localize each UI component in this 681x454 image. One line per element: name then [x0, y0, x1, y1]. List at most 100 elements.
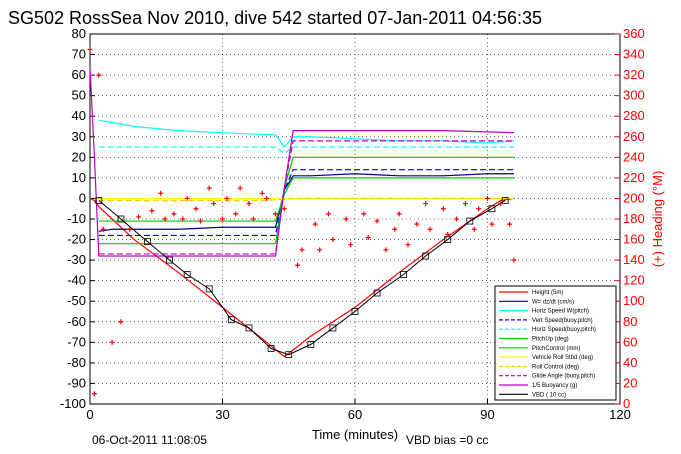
- y-tick-label: -70: [67, 334, 86, 349]
- y-tick-label: -40: [67, 273, 86, 288]
- vbd-marker: [307, 340, 315, 348]
- series-layer: [87, 46, 517, 397]
- x-tick-label: 0: [86, 407, 93, 422]
- y2-tick-label: 60: [623, 334, 637, 349]
- legend-label: Horiz Speed W(pitch): [532, 309, 589, 315]
- legend-label: Horiz Speed(buoy,pitch): [532, 327, 596, 333]
- y2-tick-label: 300: [623, 88, 645, 103]
- vbd-marker: [466, 217, 474, 225]
- vbd-marker: [166, 256, 173, 264]
- y2-tick-label: 360: [623, 26, 645, 41]
- heading-marker: [312, 221, 318, 227]
- y2-axis-ticks: 3603403203002802602402202001801601401201…: [615, 26, 645, 411]
- heading-marker: [91, 391, 97, 397]
- heading-marker: [396, 211, 402, 217]
- heading-marker: [233, 211, 239, 217]
- y-tick-label: 40: [72, 108, 86, 123]
- y2-tick-label: 120: [623, 273, 645, 288]
- heading-marker: [507, 221, 513, 227]
- series-pitchup-deg: [98, 156, 514, 245]
- heading-marker: [162, 216, 168, 222]
- heading-marker: [127, 226, 133, 232]
- heading-marker: [87, 46, 93, 52]
- y2-tick-label: 140: [623, 252, 645, 267]
- vbd-marker: [205, 285, 213, 293]
- heading-marker: [158, 190, 164, 196]
- series-1-5-buoyancy-g: [89, 66, 515, 257]
- heading-marker: [180, 216, 186, 222]
- heading-marker: [454, 216, 460, 222]
- legend-box: [494, 285, 617, 401]
- heading-marker: [237, 185, 243, 191]
- heading-marker: [440, 206, 446, 212]
- series-w-dz-dt-cm-s: [98, 173, 514, 232]
- y2-tick-label: 20: [623, 375, 637, 390]
- y-tick-label: -30: [67, 252, 86, 267]
- y2-tick-label: 260: [623, 129, 645, 144]
- heading-marker: [206, 185, 212, 191]
- y-tick-label: 20: [72, 149, 86, 164]
- x-tick-label: 60: [348, 407, 362, 422]
- x-tick-label: 120: [609, 407, 631, 422]
- legend-label: Glide Angle (buoy,pitch): [532, 374, 595, 380]
- vbd-marker: [267, 345, 275, 352]
- y-tick-label: 10: [72, 170, 86, 185]
- heading-marker: [485, 195, 490, 201]
- heading-marker: [462, 201, 468, 207]
- legend-label: 1/5 Buoyancy (g): [532, 383, 577, 389]
- heading-marker: [405, 242, 411, 248]
- heading-marker: [281, 206, 287, 212]
- x-axis-ticks: 0 30 60 90 120: [86, 399, 631, 422]
- heading-marker: [100, 226, 106, 232]
- heading-marker: [171, 211, 177, 217]
- y-tick-label: -50: [67, 293, 86, 308]
- y2-axis-label: (+) Heading (°M): [650, 171, 665, 268]
- legend-label: Roll Control (deg): [532, 364, 579, 370]
- y2-tick-label: 200: [623, 190, 645, 205]
- y-axis-ticks: 80 70 60 50 40 30 20 10 0 -10 -20 -30 -40 -50 -60 -70 -8…: [60, 26, 95, 411]
- heading-marker: [184, 195, 190, 201]
- y2-tick-label: 240: [623, 149, 645, 164]
- vbd-marker: [245, 324, 253, 332]
- legend-label: PitchControl (mm): [532, 346, 580, 352]
- legend-label: PitchUp (deg): [532, 337, 569, 343]
- heading-marker: [489, 221, 495, 227]
- heading-marker: [250, 216, 256, 222]
- y2-tick-label: 340: [623, 47, 645, 62]
- heading-marker: [259, 190, 265, 196]
- heading-marker: [343, 216, 349, 222]
- vbd-marker: [488, 205, 496, 213]
- heading-marker: [193, 206, 199, 212]
- y2-tick-label: 320: [623, 67, 645, 82]
- heading-marker: [423, 201, 429, 207]
- heading-marker: [317, 247, 323, 253]
- y2-tick-label: 0: [623, 396, 630, 411]
- x-axis-label: Time (minutes): [312, 427, 398, 442]
- y2-tick-label: 80: [623, 314, 637, 329]
- vbd-marker: [351, 308, 359, 315]
- series-roll-control-deg: [98, 197, 514, 202]
- vbd-marker: [95, 197, 103, 204]
- series-pitchcontrol-mm: [98, 177, 514, 222]
- y-tick-label: 30: [72, 129, 86, 144]
- heading-marker: [246, 201, 252, 207]
- heading-marker: [414, 221, 420, 227]
- y-tick-label: -90: [67, 375, 86, 390]
- heading-marker: [273, 211, 278, 217]
- legend-label: VBD ( 10 cc): [532, 392, 566, 398]
- grid: [90, 34, 620, 404]
- heading-marker: [365, 235, 371, 240]
- heading-marker: [498, 201, 504, 207]
- heading-marker: [383, 247, 389, 253]
- heading-marker: [427, 226, 433, 232]
- vbd-marker: [329, 324, 337, 332]
- vbd-marker: [373, 289, 381, 297]
- heading-marker: [118, 319, 124, 325]
- legend-label: Vehicle Roll Stbd (deg): [532, 355, 593, 361]
- y2-tick-label: 40: [623, 355, 637, 370]
- y-tick-label: -20: [67, 232, 86, 247]
- heading-marker: [136, 214, 142, 220]
- footer-timestamp: 06-Oct-2011 11:08:05: [92, 433, 207, 447]
- vbd-marker: [285, 351, 293, 359]
